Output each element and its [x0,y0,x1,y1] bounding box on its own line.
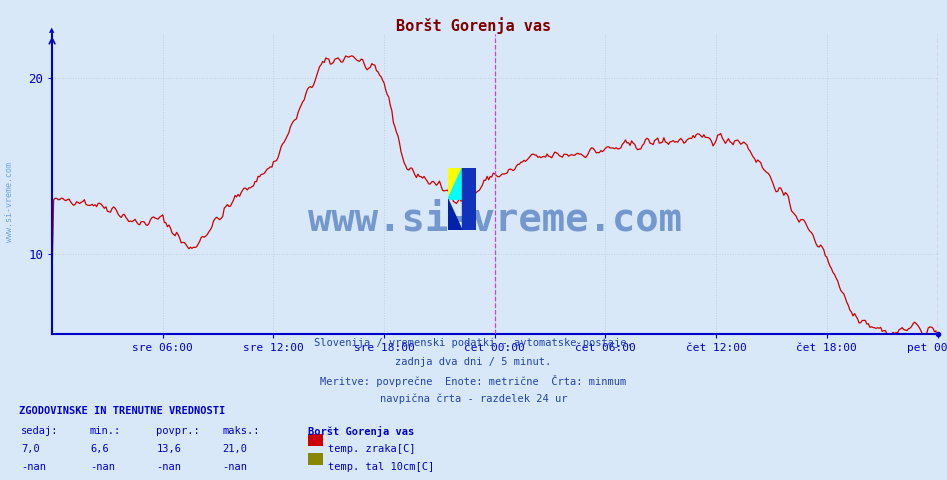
Text: sedaj:: sedaj: [21,426,59,436]
Text: -nan: -nan [21,462,45,472]
Polygon shape [448,168,462,199]
Text: 13,6: 13,6 [156,444,181,454]
Text: Boršt Gorenja vas: Boršt Gorenja vas [308,426,414,437]
Text: -nan: -nan [90,462,115,472]
Text: maks.:: maks.: [223,426,260,436]
Text: Slovenija / vremenski podatki - avtomatske postaje.: Slovenija / vremenski podatki - avtomats… [314,338,633,348]
Text: temp. zraka[C]: temp. zraka[C] [328,444,415,454]
Text: ▲: ▲ [49,28,55,34]
Polygon shape [462,168,476,230]
Text: navpična črta - razdelek 24 ur: navpična črta - razdelek 24 ur [380,393,567,404]
Text: temp. tal 10cm[C]: temp. tal 10cm[C] [328,462,434,472]
Text: Meritve: povprečne  Enote: metrične  Črta: minmum: Meritve: povprečne Enote: metrične Črta:… [320,375,627,387]
Text: Boršt Gorenja vas: Boršt Gorenja vas [396,17,551,34]
Polygon shape [448,199,462,230]
Text: -nan: -nan [223,462,247,472]
Text: www.si-vreme.com: www.si-vreme.com [308,201,682,239]
Text: 7,0: 7,0 [21,444,40,454]
Text: www.si-vreme.com: www.si-vreme.com [5,162,14,241]
Text: ZGODOVINSKE IN TRENUTNE VREDNOSTI: ZGODOVINSKE IN TRENUTNE VREDNOSTI [19,406,225,416]
Text: 6,6: 6,6 [90,444,109,454]
Text: zadnja dva dni / 5 minut.: zadnja dva dni / 5 minut. [396,357,551,367]
Text: min.:: min.: [90,426,121,436]
Text: 21,0: 21,0 [223,444,247,454]
Text: povpr.:: povpr.: [156,426,200,436]
Text: -nan: -nan [156,462,181,472]
Polygon shape [448,168,462,199]
